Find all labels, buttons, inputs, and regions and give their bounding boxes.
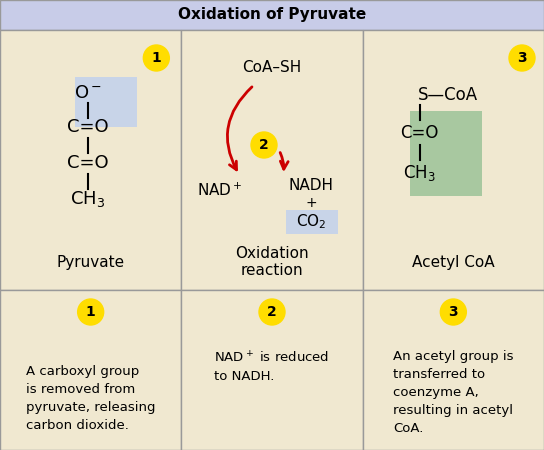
- Bar: [286, 210, 338, 234]
- Circle shape: [143, 45, 169, 71]
- Text: Oxidation of Pyruvate: Oxidation of Pyruvate: [178, 8, 366, 22]
- Bar: [410, 111, 481, 196]
- Text: A carboxyl group
is removed from
pyruvate, releasing
carbon dioxide.: A carboxyl group is removed from pyruvat…: [26, 365, 156, 432]
- FancyArrowPatch shape: [227, 87, 252, 170]
- Text: 1: 1: [151, 51, 161, 65]
- Text: Pyruvate: Pyruvate: [57, 255, 125, 270]
- Bar: [181, 290, 363, 450]
- Text: CH$_3$: CH$_3$: [403, 163, 436, 183]
- Text: O$^-$: O$^-$: [74, 84, 102, 102]
- Text: CO$_2$: CO$_2$: [296, 213, 326, 231]
- Text: 3: 3: [448, 305, 458, 319]
- Bar: [0, 30, 181, 290]
- Text: An acetyl group is
transferred to
coenzyme A,
resulting in acetyl
CoA.: An acetyl group is transferred to coenzy…: [393, 350, 514, 435]
- Circle shape: [509, 45, 535, 71]
- Text: S—CoA: S—CoA: [418, 86, 478, 104]
- Text: CoA–SH: CoA–SH: [243, 60, 301, 76]
- Circle shape: [78, 299, 104, 325]
- Text: 2: 2: [267, 305, 277, 319]
- Bar: [181, 30, 363, 290]
- FancyArrowPatch shape: [280, 153, 288, 169]
- Text: Acetyl CoA: Acetyl CoA: [412, 255, 494, 270]
- Bar: [75, 77, 137, 127]
- Circle shape: [259, 299, 285, 325]
- Text: NADH: NADH: [289, 177, 334, 193]
- Bar: [363, 30, 544, 290]
- Text: C=O: C=O: [67, 118, 109, 136]
- Bar: [363, 290, 544, 450]
- Text: C=O: C=O: [400, 124, 439, 142]
- Text: C=O: C=O: [67, 154, 109, 172]
- Text: +: +: [306, 196, 317, 210]
- Text: NAD$^+$ is reduced
to NADH.: NAD$^+$ is reduced to NADH.: [214, 350, 330, 383]
- Text: CH$_3$: CH$_3$: [70, 189, 106, 209]
- Text: NAD$^+$: NAD$^+$: [196, 181, 242, 198]
- Bar: [0, 290, 181, 450]
- Text: 2: 2: [259, 138, 269, 152]
- Text: 3: 3: [517, 51, 527, 65]
- Bar: [0, 0, 544, 30]
- Circle shape: [251, 132, 277, 158]
- Text: 1: 1: [86, 305, 96, 319]
- Circle shape: [440, 299, 466, 325]
- Text: Oxidation
reaction: Oxidation reaction: [235, 246, 309, 278]
